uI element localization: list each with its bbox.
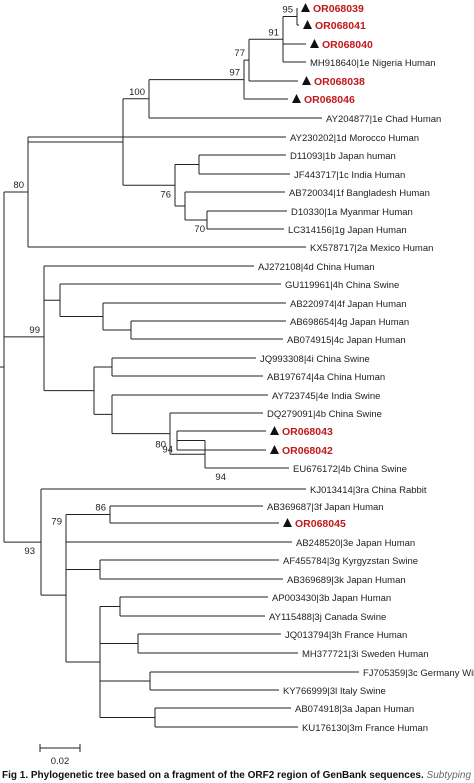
highlighted-taxon-label: OR068043 <box>282 426 333 438</box>
taxon-label: AY115488|3j Canada Swine <box>269 612 386 623</box>
taxon-label: GU119961|4h China Swine <box>285 280 399 291</box>
highlighted-taxon-label: OR068045 <box>295 518 346 530</box>
taxon-label: D10330|1a Myanmar Human <box>291 207 413 218</box>
caption-continuation: Subtyping clearly <box>426 770 474 781</box>
taxon-label: AB074918|3a Japan Human <box>295 704 414 715</box>
taxon-label: KY766999|3l Italy Swine <box>283 686 386 697</box>
bootstrap-value: 79 <box>51 516 62 527</box>
bootstrap-value: 91 <box>268 27 279 38</box>
taxon-label: AB698654|4g Japan Human <box>290 317 409 328</box>
bootstrap-value: 86 <box>95 503 106 514</box>
taxon-label: EU676172|4b China Swine <box>293 464 407 475</box>
taxon-label: AB369687|3f Japan Human <box>267 502 384 513</box>
highlighted-taxon-label: OR068040 <box>322 39 373 51</box>
bootstrap-value: 94 <box>162 445 173 456</box>
triangle-marker-icon <box>292 94 301 103</box>
taxon-label: AB369689|3k Japan Human <box>287 575 406 586</box>
triangle-marker-icon <box>301 3 310 12</box>
taxon-label: JQ993308|4i China Swine <box>260 354 370 365</box>
taxon-label: LC314156|1g Japan Human <box>288 225 407 236</box>
taxon-label: AY723745|4e India Swine <box>272 391 380 402</box>
triangle-marker-icon <box>310 39 319 48</box>
bootstrap-value: 99 <box>29 325 40 336</box>
highlighted-taxon-label: OR068041 <box>315 20 366 32</box>
taxon-label: AB197674|4a China Human <box>267 372 385 383</box>
taxon-label: KU176130|3m France Human <box>302 723 428 734</box>
taxon-label: AB720034|1f Bangladesh Human <box>289 188 430 199</box>
bootstrap-value: 80 <box>13 180 24 191</box>
taxon-label: D11093|1b Japan human <box>290 151 396 162</box>
taxon-label: DQ279091|4b China Swine <box>267 409 382 420</box>
bootstrap-value: 95 <box>282 5 293 16</box>
bootstrap-value: 70 <box>194 224 205 235</box>
taxon-label: AB220974|4f Japan Human <box>290 299 407 310</box>
bootstrap-value: 76 <box>160 189 171 200</box>
taxon-label: AF455784|3g Kyrgyzstan Swine <box>283 556 418 567</box>
taxon-label: AB248520|3e Japan Human <box>296 538 415 549</box>
taxon-label: AY230202|1d Morocco Human <box>290 133 419 144</box>
taxon-label: AY204877|1e Chad Human <box>326 114 441 125</box>
taxon-label: KJ013414|3ra China Rabbit <box>310 485 427 496</box>
highlighted-taxon-label: OR068046 <box>304 94 355 106</box>
bootstrap-value: 80 <box>155 440 166 451</box>
bootstrap-value: 100 <box>129 87 145 98</box>
highlighted-taxon-label: OR068038 <box>314 76 365 88</box>
highlighted-taxon-label: OR068039 <box>313 3 364 15</box>
taxon-label: MH918640|1e Nigeria Human <box>310 58 436 69</box>
taxon-label: AP003430|3b Japan Human <box>272 593 391 604</box>
scale-bar-label: 0.02 <box>51 756 70 767</box>
bootstrap-value: 93 <box>24 546 35 557</box>
caption-title: Fig 1. Phylogenetic tree based on a frag… <box>2 770 424 781</box>
taxon-label: JF443717|1c India Human <box>294 170 405 181</box>
figure-caption: Fig 1. Phylogenetic tree based on a frag… <box>2 769 474 783</box>
triangle-marker-icon <box>270 445 279 454</box>
highlighted-taxon-label: OR068042 <box>282 445 333 457</box>
taxon-label: AJ272108|4d China Human <box>258 262 375 273</box>
taxon-label: MH377721|3i Sweden Human <box>302 649 429 660</box>
taxon-label: KX578717|2a Mexico Human <box>310 243 433 254</box>
bootstrap-value: 97 <box>229 68 240 79</box>
triangle-marker-icon <box>270 426 279 435</box>
bootstrap-value: 94 <box>215 472 226 483</box>
triangle-marker-icon <box>303 20 312 29</box>
taxon-label: JQ013794|3h France Human <box>285 630 407 641</box>
triangle-marker-icon <box>283 518 292 527</box>
triangle-marker-icon <box>302 76 311 85</box>
bootstrap-value: 77 <box>234 48 245 59</box>
taxon-label: FJ705359|3c Germany Wild boar <box>363 668 474 679</box>
taxon-label: AB074915|4c Japan Human <box>287 335 406 346</box>
